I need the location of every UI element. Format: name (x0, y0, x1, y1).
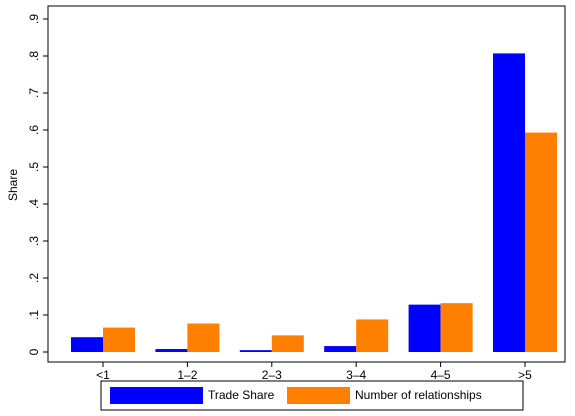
plot-frame (47, 5, 566, 363)
y-tick-label: .9 (27, 14, 41, 24)
x-tick-label: 4–5 (431, 368, 451, 382)
bar (408, 304, 441, 352)
legend-swatch (287, 387, 350, 404)
y-tick-label: .6 (27, 125, 41, 135)
bar (71, 337, 103, 352)
y-tick-label: .3 (27, 236, 41, 246)
x-tick-label: 3–4 (346, 368, 366, 382)
y-axis-label: Share (6, 169, 20, 201)
bar (440, 303, 473, 352)
y-tick-label: .2 (27, 273, 41, 283)
bar (187, 323, 220, 352)
bar (356, 319, 389, 352)
x-tick-label: 1–2 (177, 368, 197, 382)
y-tick-label: .8 (27, 51, 41, 61)
legend-swatch (110, 387, 203, 404)
bar (155, 349, 188, 352)
bar (525, 132, 557, 352)
legend-label: Number of relationships (355, 388, 482, 402)
y-tick-label: .1 (27, 310, 41, 320)
bar (324, 346, 357, 352)
x-tick-label: <1 (96, 368, 110, 382)
y-tick-label: 0 (27, 348, 41, 355)
bar (103, 327, 135, 352)
bar (493, 53, 525, 352)
bar (271, 335, 304, 352)
legend-label: Trade Share (208, 388, 275, 402)
y-tick-label: .5 (27, 162, 41, 172)
y-tick-label: .7 (27, 88, 41, 98)
x-tick-label: >5 (518, 368, 532, 382)
y-tick-label: .4 (27, 199, 41, 209)
x-tick-label: 2–3 (262, 368, 282, 382)
bar (239, 350, 272, 352)
